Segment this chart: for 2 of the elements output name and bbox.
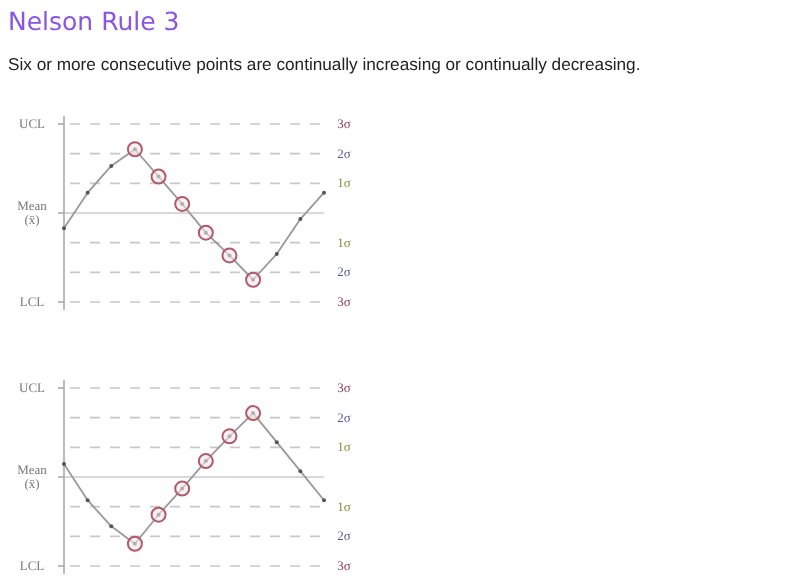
chart-subtitle: Six or more consecutive points are continually increasing or continually decreasing. bbox=[8, 54, 641, 74]
chart-title: Nelson Rule 3 bbox=[8, 6, 180, 36]
